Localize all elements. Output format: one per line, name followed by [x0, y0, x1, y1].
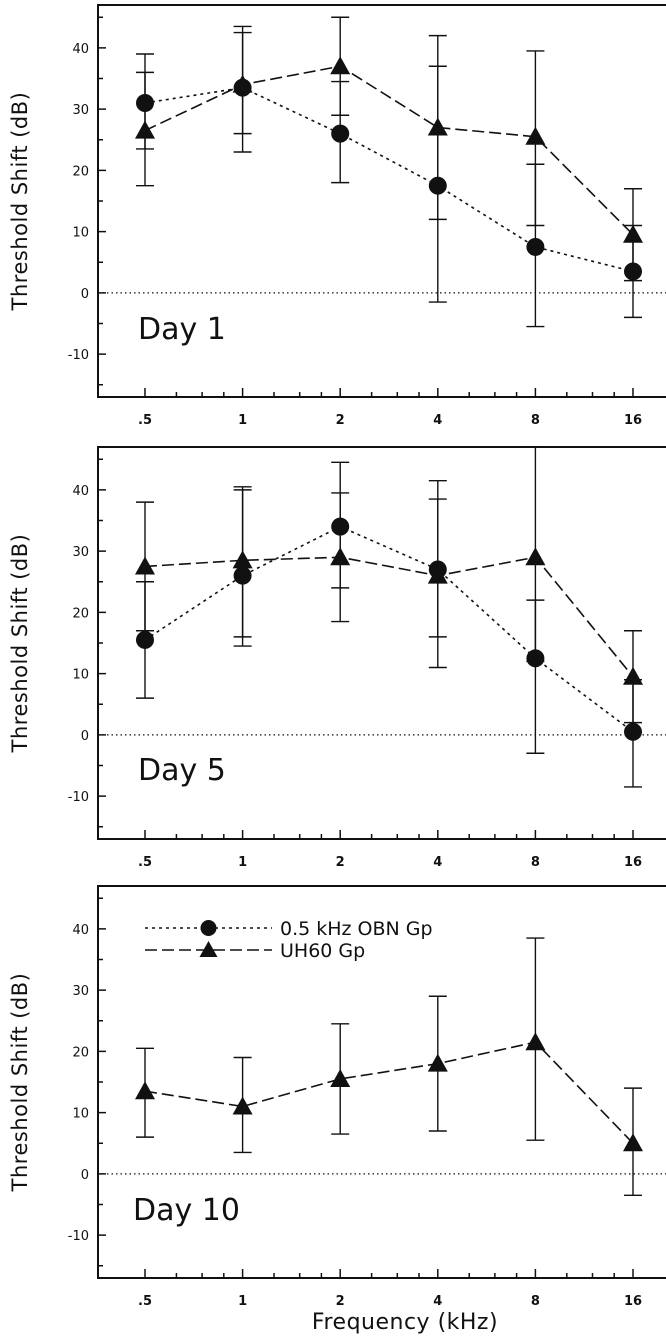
y-tick-label: 10: [72, 668, 89, 683]
x-axis-label: Frequency (kHz): [312, 1310, 498, 1335]
series-triangle-line: [144, 1041, 634, 1144]
x-tick-label: 16: [624, 413, 642, 428]
data-point-circle: [526, 237, 545, 256]
panel-label-day-5: Day 5: [138, 753, 226, 788]
series-triangle-line: [144, 65, 634, 236]
data-point-triangle: [623, 666, 643, 685]
x-tick-label: 4: [433, 855, 442, 870]
y-tick-label: 0: [81, 287, 89, 302]
x-tick-label: 2: [336, 855, 345, 870]
y-tick-label: 0: [81, 729, 89, 744]
y-tick-label: 0: [81, 1168, 89, 1183]
data-point-triangle: [135, 1081, 155, 1100]
y-axis-label: Threshold Shift (dB): [8, 973, 32, 1193]
data-point-triangle: [623, 224, 643, 243]
data-point-triangle: [330, 547, 351, 566]
data-point-triangle: [135, 556, 155, 575]
y-tick-label: 30: [72, 103, 89, 118]
x-tick-label: 2: [336, 413, 345, 428]
legend-label: UH60 Gp: [280, 940, 365, 962]
y-tick-label: -10: [68, 1229, 89, 1244]
data-point-triangle: [232, 74, 253, 93]
data-point-triangle: [330, 1068, 351, 1087]
y-tick-label: -10: [68, 348, 89, 363]
panel-1: 40 30 20 10 0 -10 .5 1 2 4 8 16 Threshold Shift (dB): [8, 4, 666, 428]
y-tick-label: 20: [72, 1045, 89, 1060]
panel-label-day-10: Day 10: [133, 1193, 240, 1228]
data-point-triangle: [427, 117, 448, 136]
x-tick-label: 2: [336, 1294, 345, 1309]
legend-label: 0.5 kHz OBN Gp: [280, 918, 433, 940]
x-tick-label: 8: [531, 855, 540, 870]
data-point-triangle: [525, 547, 546, 566]
x-tick-label: .5: [138, 855, 152, 870]
y-tick-label: 30: [72, 545, 89, 560]
x-tick-label: .5: [138, 1294, 152, 1309]
y-tick-label: 10: [72, 226, 89, 241]
data-point-triangle: [232, 550, 253, 569]
panel-2: 40 30 20 10 0 -10 .5 1 2 4 8 16 Threshold Shift (dB): [8, 446, 666, 870]
data-point-triangle: [232, 1096, 253, 1115]
data-point-triangle: [427, 565, 448, 584]
x-tick-label: 1: [238, 1294, 247, 1309]
data-point-triangle: [135, 120, 155, 139]
x-tick-label: .5: [138, 413, 152, 428]
x-tick-label: 4: [433, 1294, 442, 1309]
x-tick-label: 16: [624, 855, 642, 870]
data-point-circle: [136, 630, 154, 649]
x-tick-label: 4: [433, 413, 442, 428]
y-tick-label: 40: [72, 484, 89, 499]
legend-marker-circle: [200, 920, 217, 936]
panel-3: 40 30 20 10 0 -10 .5 1 2 4 8 16 Threshold Shift (dB)…: [8, 885, 666, 1309]
y-tick-label: 20: [72, 606, 89, 621]
y-axis-label: Threshold Shift (dB): [8, 92, 32, 312]
x-tick-label: 16: [624, 1294, 642, 1309]
data-point-circle: [624, 722, 642, 741]
y-tick-label: 20: [72, 164, 89, 179]
x-tick-label: 8: [531, 413, 540, 428]
x-tick-label: 1: [238, 413, 247, 428]
y-tick-label: 40: [72, 42, 89, 57]
y-tick-label: 40: [72, 923, 89, 938]
x-tick-label: 8: [531, 1294, 540, 1309]
data-point-triangle: [623, 1133, 643, 1152]
panel-label-day-1: Day 1: [138, 312, 226, 347]
data-point-circle: [331, 124, 350, 143]
series-triangle-line: [144, 556, 634, 678]
y-tick-label: -10: [68, 790, 89, 805]
data-point-triangle: [427, 1053, 448, 1072]
data-point-triangle: [330, 56, 351, 75]
y-tick-label: 10: [72, 1107, 89, 1122]
data-point-triangle: [525, 1032, 546, 1051]
series-circle-line: [144, 86, 634, 273]
legend-marker-triangle: [199, 941, 218, 957]
x-tick-label: 1: [238, 855, 247, 870]
y-tick-label: 30: [72, 984, 89, 999]
data-point-triangle: [525, 126, 546, 145]
series-circle-line: [144, 525, 634, 733]
y-axis-label: Threshold Shift (dB): [8, 534, 32, 754]
